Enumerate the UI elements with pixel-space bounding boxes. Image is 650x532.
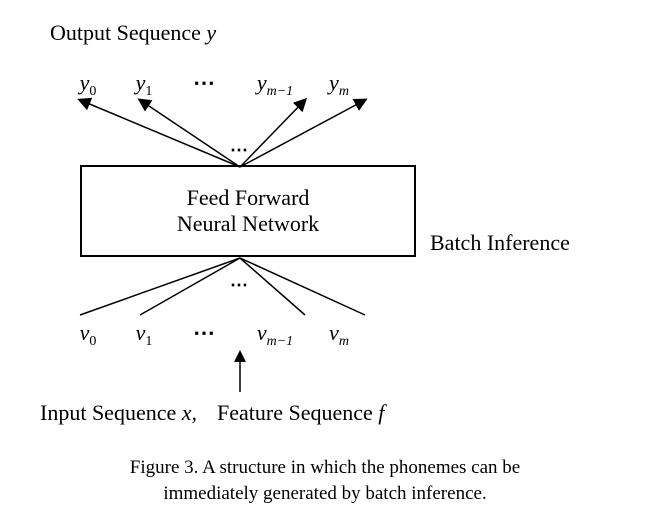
feature-seq-label: Feature Sequence f bbox=[217, 400, 384, 426]
vm: vm bbox=[314, 320, 364, 350]
input-sequence: v0 v1 ⋯ vm−1 vm bbox=[60, 320, 364, 350]
v0: v0 bbox=[60, 320, 116, 350]
batch-inference-label: Batch Inference bbox=[430, 230, 570, 256]
vm1: vm−1 bbox=[236, 320, 314, 350]
figure-caption: Figure 3. A structure in which the phone… bbox=[0, 455, 650, 506]
box-line1: Feed Forward bbox=[187, 185, 310, 211]
nn-box: Feed Forward Neural Network bbox=[80, 165, 416, 257]
input-dots: ⋯ bbox=[172, 320, 236, 350]
input-seq-label: Input Sequence x, bbox=[40, 400, 197, 426]
box-line2: Neural Network bbox=[177, 211, 319, 237]
dots-above-box: ⋯ bbox=[230, 140, 248, 161]
output-title-text: Output Sequence y bbox=[50, 20, 216, 45]
lines-input bbox=[60, 255, 420, 330]
caption-line1: Figure 3. A structure in which the phone… bbox=[0, 455, 650, 481]
v1: v1 bbox=[116, 320, 172, 350]
output-title: Output Sequence y bbox=[50, 20, 216, 46]
bottom-labels: Input Sequence x, Feature Sequence f bbox=[40, 400, 384, 426]
caption-line2: immediately generated by batch inference… bbox=[0, 481, 650, 507]
vertical-arrow bbox=[225, 350, 255, 395]
